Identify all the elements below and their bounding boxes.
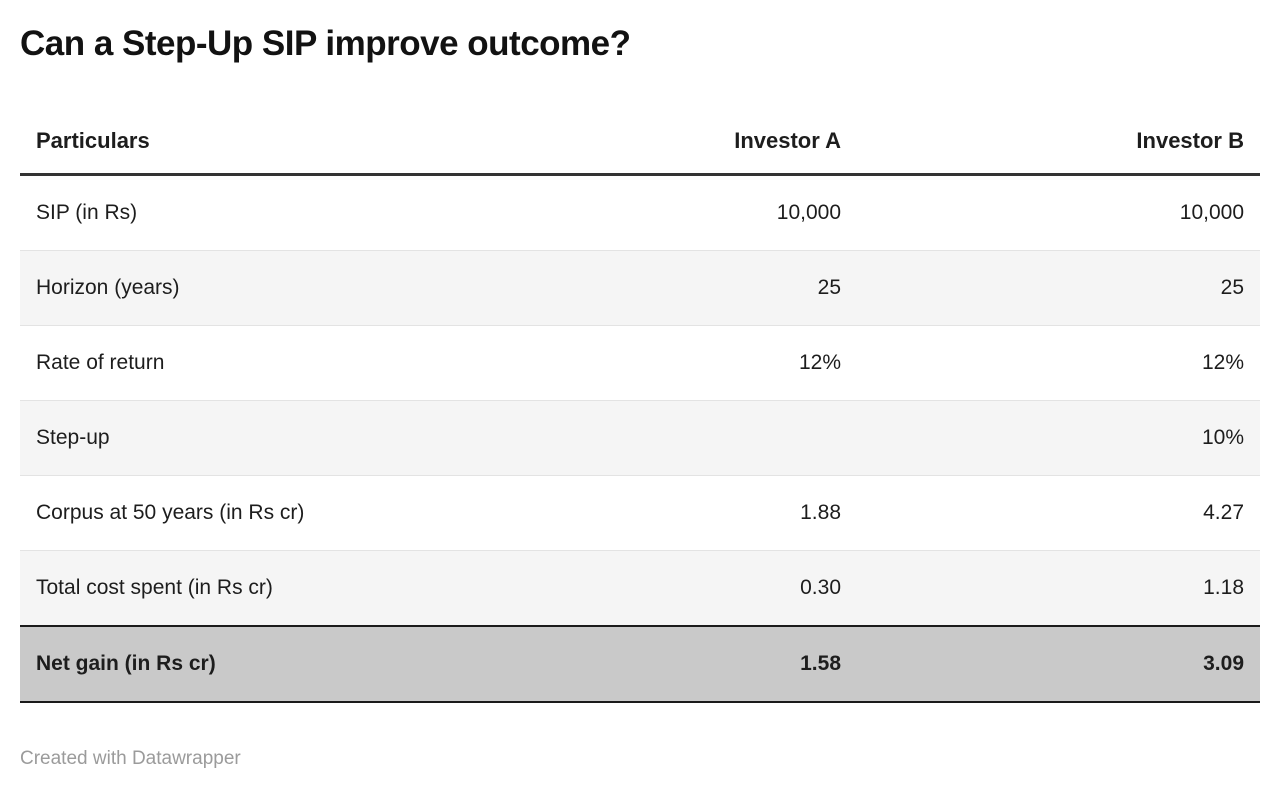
table-row-corpus: Corpus at 50 years (in Rs cr) 1.88 4.27 [20, 475, 1260, 551]
row-label: Net gain (in Rs cr) [20, 625, 454, 703]
data-table: Particulars Investor A Investor B SIP (i… [20, 114, 1260, 703]
cell-investor-a [454, 400, 857, 476]
cell-investor-a: 1.58 [454, 625, 857, 703]
cell-investor-b: 25 [857, 250, 1260, 326]
table-row-total-cost: Total cost spent (in Rs cr) 0.30 1.18 [20, 550, 1260, 627]
row-label: Step-up [20, 400, 454, 476]
datawrapper-attribution: Created with Datawrapper [20, 748, 241, 769]
cell-investor-b: 10,000 [857, 174, 1260, 251]
cell-investor-a: 12% [454, 325, 857, 401]
table-row-sip: SIP (in Rs) 10,000 10,000 [20, 174, 1260, 251]
row-label: Rate of return [20, 325, 454, 401]
table-row-step-up: Step-up 10% [20, 400, 1260, 476]
table-row-horizon: Horizon (years) 25 25 [20, 250, 1260, 326]
cell-investor-b: 3.09 [857, 625, 1260, 703]
row-label: Horizon (years) [20, 250, 454, 326]
column-header-particulars: Particulars [20, 114, 454, 176]
row-label: Total cost spent (in Rs cr) [20, 550, 454, 627]
cell-investor-a: 25 [454, 250, 857, 326]
column-header-investor-b: Investor B [857, 114, 1260, 176]
row-label: Corpus at 50 years (in Rs cr) [20, 475, 454, 551]
table-header-row: Particulars Investor A Investor B [20, 114, 1260, 176]
chart-title: Can a Step-Up SIP improve outcome? [20, 24, 631, 63]
cell-investor-b: 4.27 [857, 475, 1260, 551]
cell-investor-b: 1.18 [857, 550, 1260, 627]
column-header-investor-a: Investor A [454, 114, 857, 176]
table-row-net-gain: Net gain (in Rs cr) 1.58 3.09 [20, 625, 1260, 703]
cell-investor-a: 10,000 [454, 174, 857, 251]
row-label: SIP (in Rs) [20, 174, 454, 251]
cell-investor-a: 0.30 [454, 550, 857, 627]
table-row-rate-of-return: Rate of return 12% 12% [20, 325, 1260, 401]
cell-investor-a: 1.88 [454, 475, 857, 551]
cell-investor-b: 10% [857, 400, 1260, 476]
cell-investor-b: 12% [857, 325, 1260, 401]
